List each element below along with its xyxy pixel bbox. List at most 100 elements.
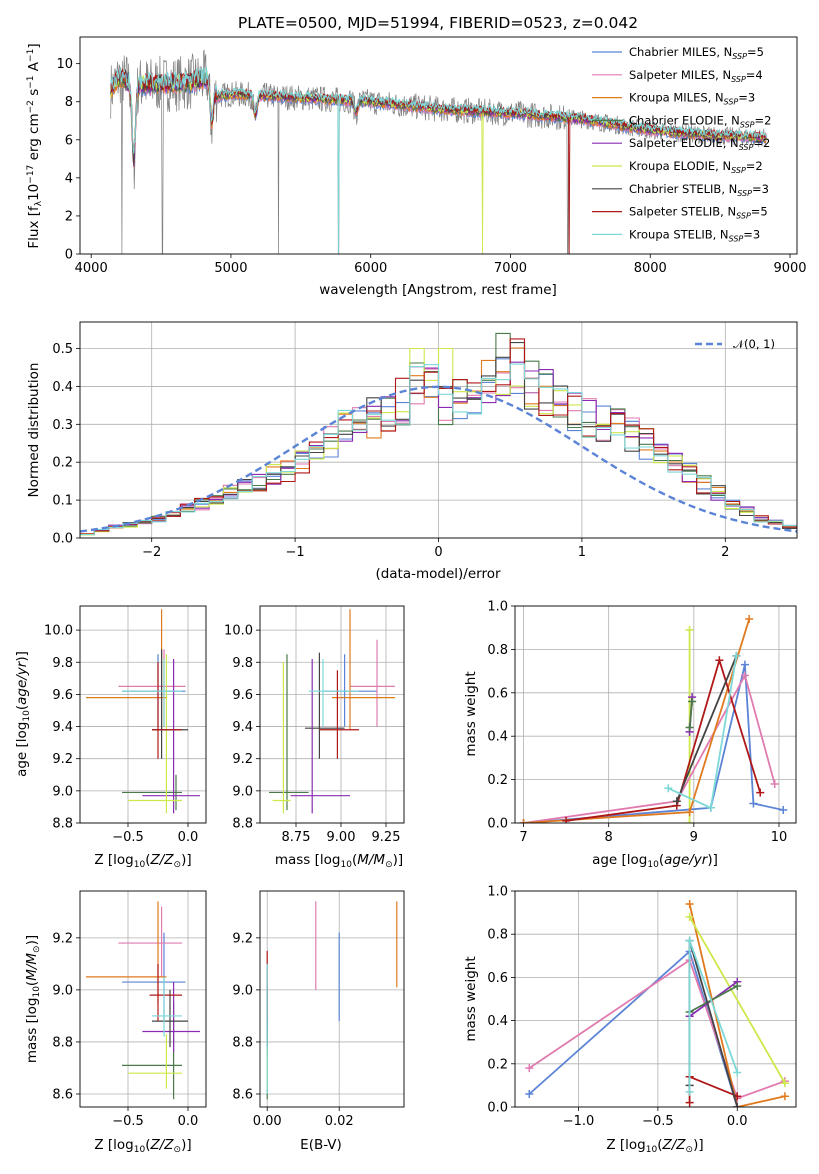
grid-mass_vs_Z: [80, 891, 206, 1107]
weight-series: [519, 615, 754, 823]
y-tick-label: 0: [65, 248, 73, 263]
weight-marker: [733, 1068, 742, 1077]
weight-line: [523, 673, 776, 823]
x-tick-label: −1: [286, 545, 305, 560]
legend: 𝒩(0, 1): [695, 337, 775, 351]
y-tick-label: 0.8: [487, 928, 508, 943]
x-tick-label: 10: [771, 830, 788, 845]
axes-mass_vs_EBV: 0.00 0.02 8.6 8.8 9.0 9.2 E(B-V): [232, 890, 405, 1153]
y-axis-label: Normed distribution: [26, 363, 42, 498]
x-tick-label: 2: [721, 545, 729, 560]
errorbar-cross: [122, 774, 182, 811]
weight-marker: [685, 1098, 694, 1107]
x-tick-label: 9: [690, 830, 698, 845]
y-tick-label: 9.6: [52, 688, 73, 703]
legend-entry: Salpeter ELODIE, NSSP=2: [629, 136, 770, 152]
weight-marker: [780, 1092, 789, 1101]
grid-mass_vs_EBV: [260, 891, 404, 1107]
y-tick-label: 0.4: [52, 380, 73, 395]
weight-series: [685, 697, 697, 732]
x-tick-label: 0.00: [253, 1114, 282, 1129]
x-tick-label: 5000: [214, 261, 247, 276]
x-tick-label: 9000: [773, 261, 806, 276]
errorbar-cross: [122, 659, 182, 727]
y-tick-label: 8.6: [52, 1087, 73, 1102]
x-tick-label: 4000: [75, 261, 108, 276]
frame-weight_vs_age: [514, 605, 797, 824]
errorbar-cross: [122, 654, 186, 727]
y-tick-label: 10: [56, 57, 73, 72]
x-tick-label: 8000: [634, 261, 667, 276]
y-tick-label: 1.0: [487, 600, 508, 615]
y-tick-label: 0.2: [487, 1057, 508, 1072]
axes-residuals: −2 −1 0 1 2 0.0 0.1 0.2 0.3 0.4 0.5 𝒩(0, 1) (data-mo…: [26, 321, 798, 582]
x-axis-label: mass [log10(M/M⊙)]: [275, 852, 403, 870]
x-tick-label: −0.5: [112, 830, 144, 845]
grid-weight_vs_age: [515, 605, 796, 824]
x-tick-label: 9.25: [372, 830, 401, 845]
y-tick-label: 9.8: [232, 656, 253, 671]
y-tick-label: 2: [65, 209, 73, 224]
y-tick-label: 0.2: [52, 456, 73, 471]
y-tick-label: 8.8: [52, 1035, 73, 1050]
legend-entry: Salpeter STELIB, NSSP=5: [629, 205, 768, 221]
weight-marker: [672, 797, 681, 806]
x-tick-label: 9.00: [327, 830, 356, 845]
weight-marker: [780, 1079, 789, 1088]
y-tick-label: 9.8: [52, 656, 73, 671]
errorbar-cross: [319, 670, 359, 759]
frame-mass_vs_Z: [79, 890, 207, 1108]
y-tick-label: 0.0: [487, 1101, 508, 1116]
grid-age_vs_Z: [80, 606, 206, 824]
x-axis-label: E(B-V): [300, 1137, 342, 1153]
x-axis-label: Z [log10(Z/Z⊙)]: [606, 1137, 703, 1155]
y-tick-label: 0.4: [487, 730, 508, 745]
frame-weight_vs_Z: [514, 890, 797, 1108]
legend-entry: Salpeter MILES, NSSP=4: [629, 68, 763, 84]
weight-marker: [562, 816, 571, 823]
errorbar-cross: [128, 654, 182, 814]
weight-series: [525, 947, 742, 1107]
weight-series: [685, 936, 742, 1096]
weight-line: [688, 940, 739, 1107]
axes-spectrum: 4000 5000 6000 7000 8000 9000 0 2 4 6 8 10 Chabrier …: [26, 36, 807, 298]
y-tick-label: 8: [65, 95, 73, 110]
errorbar-cross: [86, 901, 167, 1003]
y-tick-label: 0.2: [487, 773, 508, 788]
weight-series: [685, 912, 789, 1088]
y-tick-label: 0.1: [52, 494, 73, 509]
weight-marker: [525, 1090, 534, 1099]
x-tick-label: −1.0: [563, 1114, 595, 1129]
y-tick-label: 8.8: [232, 817, 253, 832]
x-tick-label: −0.5: [642, 1114, 674, 1129]
weight-marker: [745, 615, 754, 624]
weight-marker: [664, 784, 673, 793]
y-tick-label: 10.0: [44, 624, 73, 639]
y-tick-label: 6: [65, 133, 73, 148]
plot-area-age_vs_mass: [269, 609, 395, 814]
weight-marker: [685, 625, 694, 634]
legend: Chabrier MILES, NSSP=5 Salpeter MILES, NS…: [592, 45, 771, 243]
y-tick-label: 9.0: [232, 983, 253, 998]
x-tick-label: 7000: [494, 261, 527, 276]
weight-series: [525, 956, 789, 1103]
y-tick-label: 9.0: [232, 784, 253, 799]
x-tick-label: −0.5: [112, 1114, 144, 1129]
weight-marker: [706, 803, 715, 812]
errorbar-cross: [269, 654, 309, 811]
weight-marker: [733, 1103, 742, 1107]
axes-weight_vs_age: 7 8 9 10 0.0 0.2 0.4 0.6 0.8 1.0 age [log10(age/yr…: [463, 600, 797, 870]
x-tick-label: 0: [434, 545, 442, 560]
y-tick-label: 9.2: [52, 752, 73, 767]
weight-marker: [733, 982, 742, 991]
y-tick-label: 0.6: [487, 686, 508, 701]
weight-series: [562, 656, 765, 823]
grid-weight_vs_Z: [515, 890, 796, 1108]
weight-marker: [770, 779, 779, 788]
weight-marker: [685, 899, 694, 908]
legend-entry: Kroupa ELODIE, NSSP=2: [629, 159, 763, 175]
y-tick-label: 0.6: [487, 971, 508, 986]
weight-marker: [525, 1064, 534, 1073]
errorbar-cross: [152, 662, 182, 759]
